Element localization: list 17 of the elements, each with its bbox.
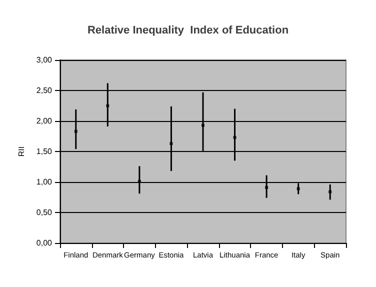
y-axis-title: RII — [17, 146, 26, 157]
y-tick-label: 1,00 — [36, 178, 53, 186]
y-tick-label: 3,00 — [36, 56, 53, 64]
point — [233, 136, 236, 139]
point — [74, 130, 78, 133]
point — [170, 142, 173, 146]
y-tick-label: 1,50 — [36, 147, 53, 156]
y-tick-label: 0,50 — [36, 208, 53, 217]
y-tick-label: 0,00 — [36, 238, 53, 248]
point — [328, 190, 332, 194]
point — [106, 104, 110, 108]
chart-title: Relative Inequality Index of Education — [87, 24, 289, 36]
point — [202, 124, 204, 127]
point — [296, 187, 300, 190]
y-tick-label: 2,00 — [36, 116, 53, 126]
point — [265, 186, 268, 189]
y-tick-label: 2,50 — [36, 86, 53, 95]
